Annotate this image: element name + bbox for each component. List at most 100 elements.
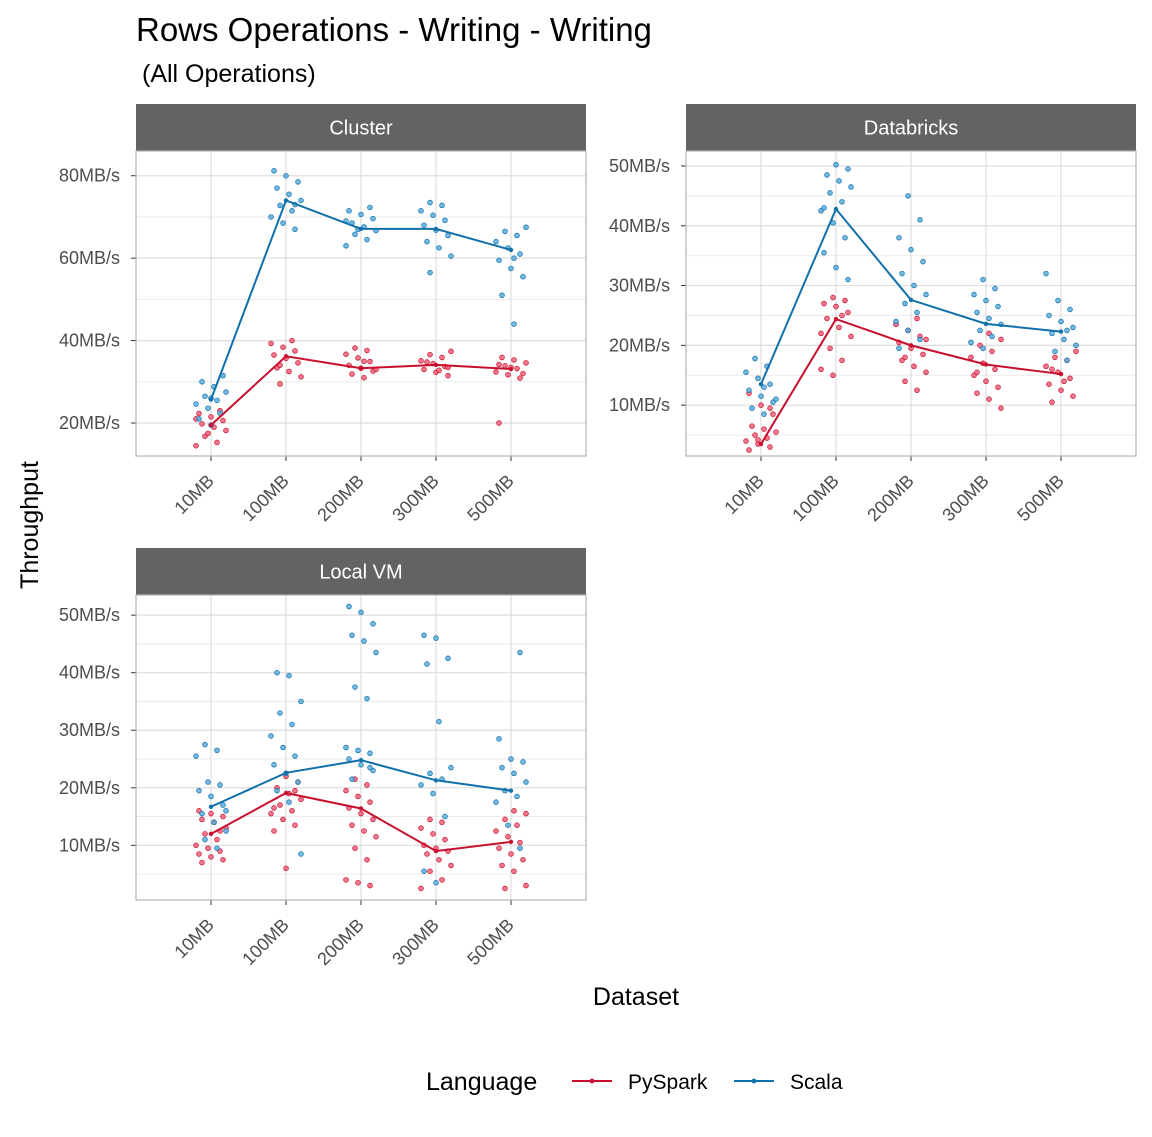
data-point <box>370 816 376 823</box>
panels: Cluster 20MB/s 40MB/s 60MB/s 80MB/s 10MB 100MB… <box>59 104 1137 969</box>
data-point <box>280 344 286 350</box>
y-tick-label: 40MB/s <box>59 331 120 351</box>
data-point <box>496 420 502 426</box>
data-point <box>1052 348 1058 355</box>
data-point <box>295 779 301 785</box>
data-point <box>845 309 851 316</box>
data-point <box>277 202 283 209</box>
data-point <box>271 805 277 811</box>
data-point <box>974 390 980 396</box>
data-point <box>968 354 974 361</box>
strip-databricks <box>686 104 1136 151</box>
data-point <box>749 405 755 411</box>
series-local-vm-pyspark <box>193 773 529 892</box>
data-point <box>196 416 202 422</box>
data-point <box>746 447 752 453</box>
data-point <box>427 770 433 777</box>
data-point <box>427 351 433 358</box>
data-point <box>421 632 427 639</box>
data-point <box>505 822 511 828</box>
data-point <box>752 432 758 438</box>
data-point <box>836 324 842 331</box>
data-point <box>361 374 367 381</box>
data-point <box>905 193 911 199</box>
data-point <box>358 762 364 768</box>
data-point <box>211 819 217 826</box>
data-point <box>986 396 992 402</box>
x-tick-label: 200MB <box>863 471 917 525</box>
data-point <box>418 208 424 214</box>
data-point <box>214 845 220 851</box>
data-point <box>827 345 833 352</box>
data-point <box>418 358 424 364</box>
data-point <box>893 318 899 325</box>
data-point <box>424 661 430 667</box>
data-point <box>770 411 776 417</box>
x-tick-label: 10MB <box>170 915 217 962</box>
data-point <box>271 352 277 358</box>
data-point <box>202 831 208 837</box>
data-point <box>271 168 277 174</box>
mean-point <box>433 362 439 368</box>
data-point <box>358 609 364 616</box>
data-point <box>845 276 851 283</box>
data-point <box>298 698 304 705</box>
data-point <box>448 764 454 771</box>
data-point <box>1070 324 1076 331</box>
data-point <box>223 828 229 834</box>
data-point <box>196 787 202 794</box>
data-point <box>199 859 205 866</box>
data-point <box>514 822 520 828</box>
data-point <box>989 333 995 340</box>
data-point <box>286 672 292 679</box>
y-tick-label: 40MB/s <box>609 216 670 236</box>
x-tick-label: 300MB <box>388 915 442 969</box>
data-point <box>445 655 451 662</box>
data-point <box>436 718 442 725</box>
mean-point <box>908 343 914 348</box>
data-point <box>346 756 352 762</box>
panel-border <box>685 150 1137 457</box>
data-point <box>502 362 508 369</box>
data-point <box>848 184 854 190</box>
series-databricks-scala <box>743 162 1079 417</box>
data-point <box>1043 270 1049 277</box>
data-point <box>442 836 448 843</box>
data-point <box>755 437 761 443</box>
chart-subtitle: (All Operations) <box>142 60 316 88</box>
strip-local-vm <box>136 548 586 595</box>
data-point <box>514 365 520 372</box>
mean-point <box>208 831 214 837</box>
data-point <box>439 202 445 209</box>
data-point <box>214 397 220 404</box>
data-point <box>505 833 511 840</box>
y-tick-label: 50MB/s <box>59 605 120 625</box>
data-point <box>346 603 352 610</box>
x-tick-label: 100MB <box>788 471 842 525</box>
data-point <box>493 828 499 834</box>
data-point <box>1061 378 1067 384</box>
data-point <box>511 868 517 874</box>
data-point <box>427 816 433 823</box>
data-point <box>517 375 523 381</box>
data-point <box>367 750 373 757</box>
mean-point <box>508 247 514 253</box>
data-point <box>992 285 998 292</box>
mean-point <box>508 788 514 793</box>
data-point <box>920 351 926 358</box>
strip-label-databricks: Databricks <box>864 118 958 140</box>
data-point <box>896 345 902 352</box>
data-point <box>436 856 442 863</box>
y-tick-label: 20MB/s <box>609 335 670 355</box>
data-point <box>370 215 376 222</box>
data-point <box>364 236 370 243</box>
y-tick-label: 30MB/s <box>59 720 120 740</box>
panel-border <box>135 594 587 901</box>
data-point <box>193 442 199 449</box>
y-tick-label: 80MB/s <box>59 166 120 186</box>
data-point <box>493 238 499 245</box>
data-point <box>968 339 974 346</box>
x-tick-label: 200MB <box>313 915 367 969</box>
y-axis-title: Throughput <box>16 461 44 589</box>
